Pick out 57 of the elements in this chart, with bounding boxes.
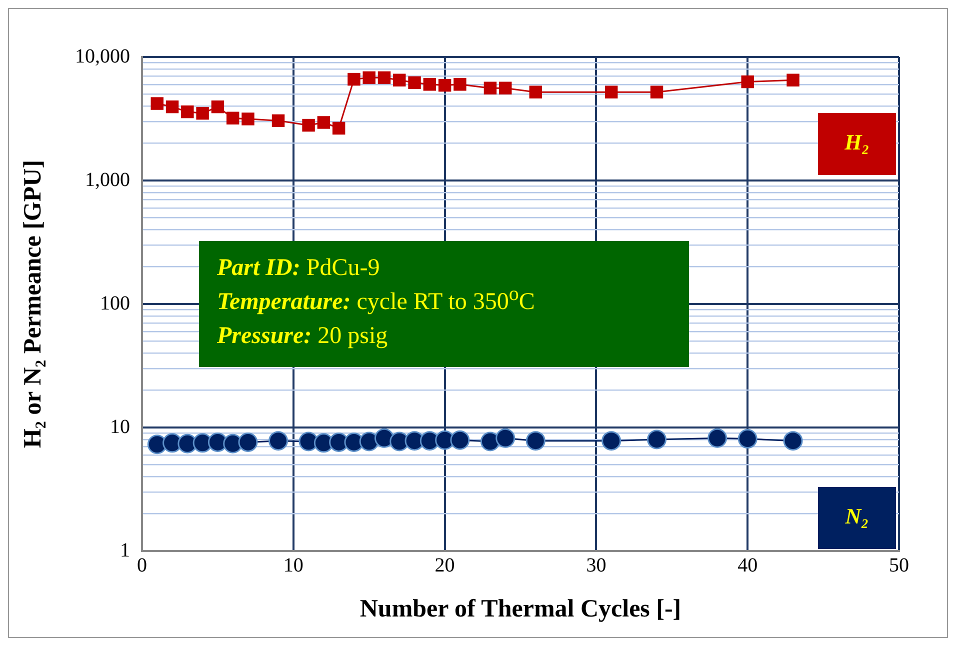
point	[647, 430, 667, 450]
point	[454, 78, 466, 91]
x-tick-label: 0	[137, 554, 147, 576]
y-tick-label: 10	[110, 416, 130, 438]
point	[302, 118, 315, 132]
annotation: Pressure: 20 psig	[217, 323, 388, 349]
point	[238, 432, 258, 452]
point	[196, 106, 209, 120]
note-panel: Part ID: PdCu-9 Temperature: cycle RT to 350$^{o}$C Pressure: 20 psig	[199, 241, 689, 367]
point	[359, 432, 379, 452]
point	[738, 429, 758, 449]
point	[150, 97, 164, 110]
text: H₂	[844, 130, 870, 155]
point	[393, 74, 406, 86]
point	[423, 78, 436, 91]
annotation: Temperature: cycle RT to 350$^{o}$C	[217, 283, 535, 315]
point	[529, 86, 542, 98]
point	[741, 75, 754, 88]
point	[268, 431, 288, 451]
point	[362, 71, 376, 84]
point	[226, 112, 240, 124]
point	[317, 116, 330, 129]
x-tick-label: 10	[283, 554, 304, 576]
point	[450, 430, 470, 450]
point	[484, 82, 497, 94]
point	[438, 78, 452, 92]
point	[498, 82, 512, 94]
point	[348, 72, 360, 86]
text: N₂	[844, 504, 869, 529]
point	[374, 428, 394, 448]
point	[211, 100, 224, 114]
annotation: Part ID: PdCu-9	[217, 255, 380, 281]
point	[602, 431, 622, 451]
point	[378, 71, 391, 84]
point	[166, 100, 179, 114]
y-tick-label: 100	[100, 292, 130, 314]
y-tick-label: 10,000	[75, 45, 130, 68]
x-tick-label: 30	[586, 554, 606, 576]
y-tick-label: 1	[120, 539, 130, 562]
point	[181, 105, 194, 118]
point	[526, 431, 546, 451]
y-axis-title: H₂ or N₂ Permeance [GPU]	[19, 160, 46, 448]
point	[332, 122, 346, 135]
x-axis-title: Number of Thermal Cycles [-]	[360, 595, 682, 622]
point	[408, 76, 421, 90]
point	[242, 112, 254, 126]
point	[272, 114, 285, 128]
point	[650, 86, 664, 98]
x-tick-label: 20	[434, 554, 455, 576]
x-tick-label: 40	[738, 554, 758, 576]
y-tick-label: 1,000	[85, 168, 130, 191]
point	[604, 86, 618, 98]
point	[708, 428, 728, 448]
x-tick-label: 50	[889, 554, 909, 576]
point	[496, 428, 516, 448]
point	[786, 74, 800, 86]
point	[783, 431, 803, 451]
